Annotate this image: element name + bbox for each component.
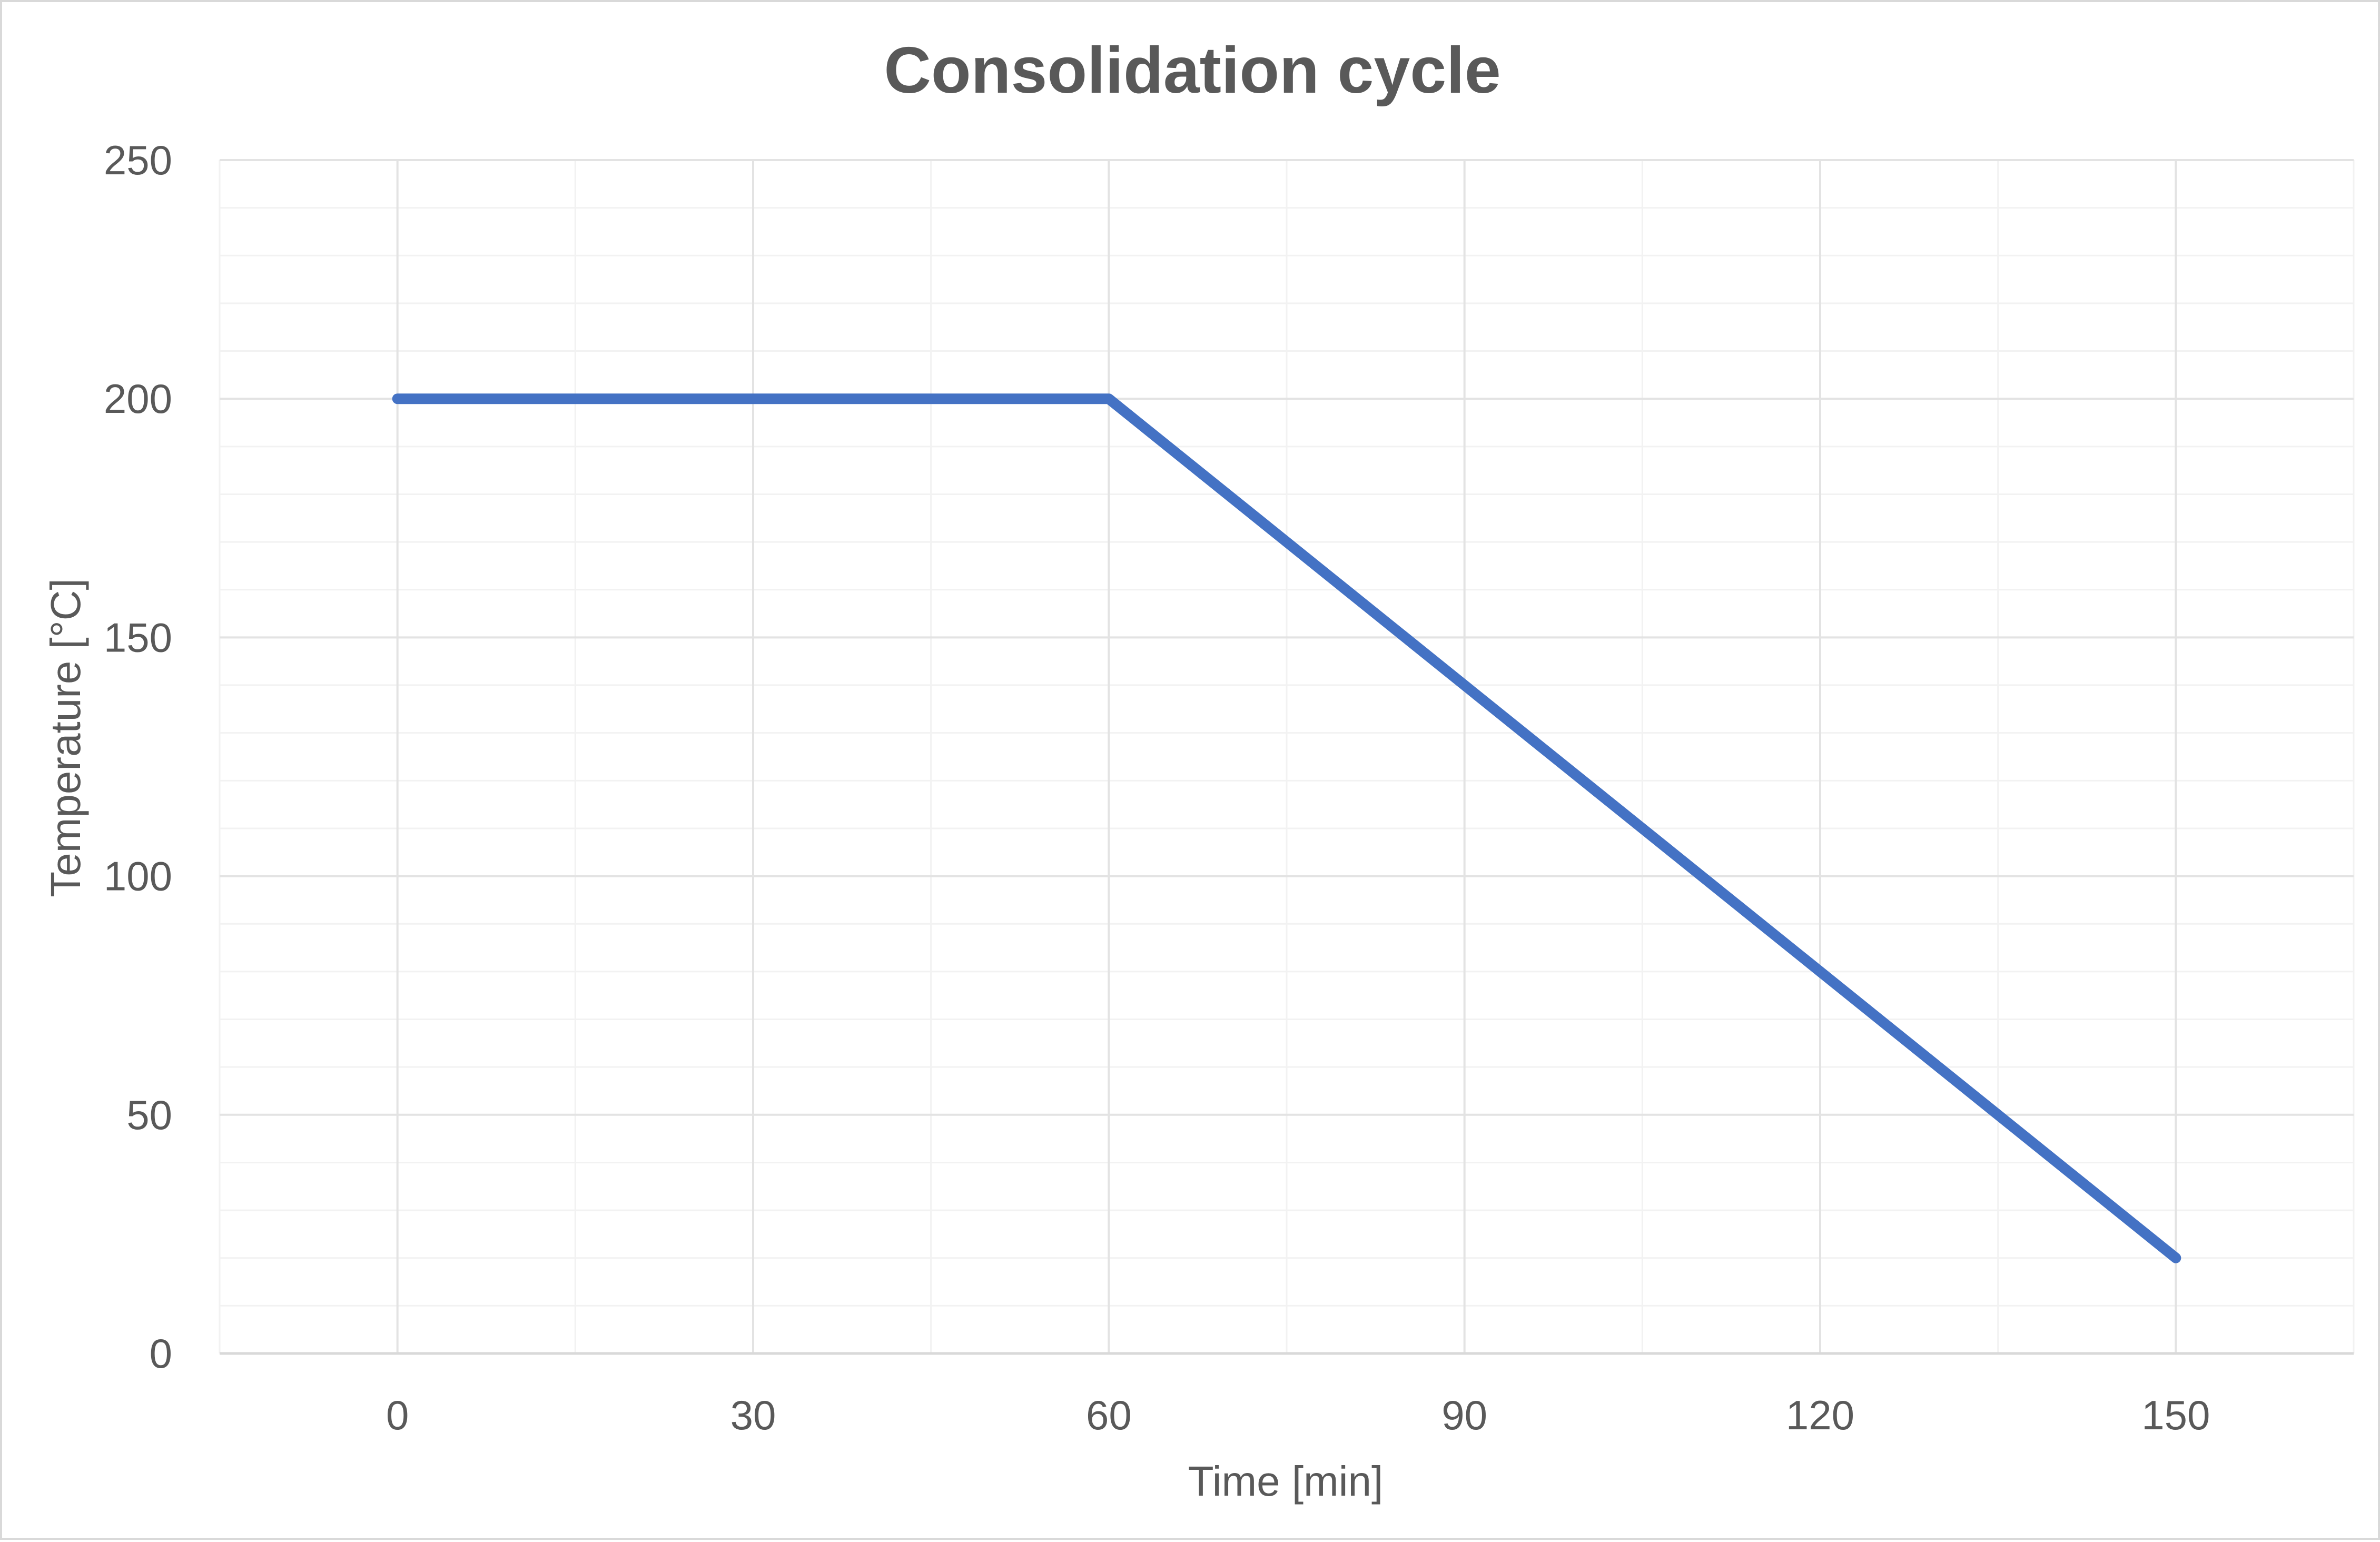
x-tick-label: 0 xyxy=(386,1392,409,1438)
x-tick-labels: 0 30 60 90 120 150 xyxy=(386,1392,2210,1438)
x-tick-label: 90 xyxy=(1441,1392,1487,1438)
series-layer xyxy=(392,393,2181,1263)
grid-layer xyxy=(219,159,2355,1355)
x-tick-label: 120 xyxy=(1786,1392,1854,1438)
x-axis-label: Time [min] xyxy=(1188,1458,1383,1505)
y-tick-label: 200 xyxy=(104,375,172,422)
y-tick-label: 250 xyxy=(104,137,172,183)
series-line xyxy=(392,393,2181,1263)
chart-title: Consolidation cycle xyxy=(884,34,1500,107)
x-tick-label: 60 xyxy=(1086,1392,1132,1438)
y-tick-label: 150 xyxy=(104,614,172,660)
y-tick-label: 50 xyxy=(126,1092,172,1138)
y-tick-labels: 0 50 100 150 200 250 xyxy=(104,137,172,1377)
x-tick-label: 30 xyxy=(730,1392,776,1438)
x-tick-label: 150 xyxy=(2141,1392,2210,1438)
y-tick-label: 0 xyxy=(150,1330,172,1377)
y-tick-label: 100 xyxy=(104,853,172,900)
y-axis-label: Temperature [°C] xyxy=(42,578,89,897)
